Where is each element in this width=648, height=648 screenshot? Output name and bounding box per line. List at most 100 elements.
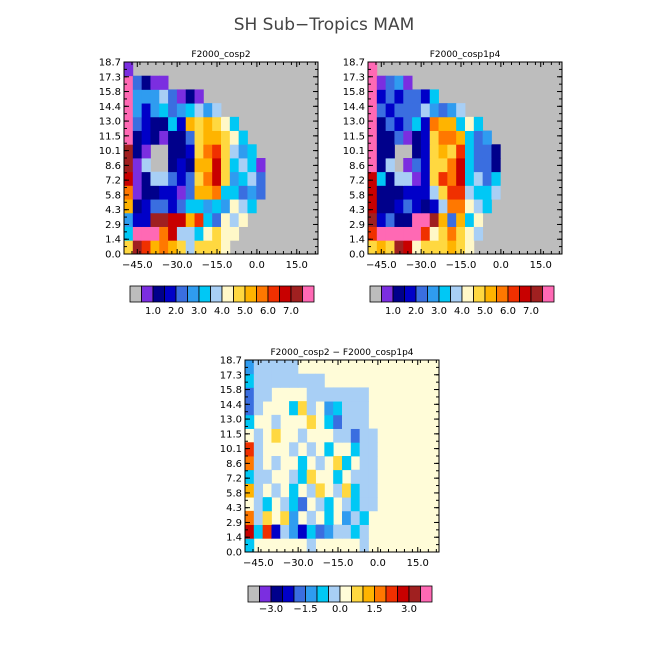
heatmap-cell [447, 199, 457, 214]
heatmap-cell [306, 510, 316, 525]
heatmap-cell [447, 130, 457, 145]
heatmap-cell [262, 497, 272, 512]
y-tick-label: 1.4 [105, 235, 121, 246]
heatmap-cell [473, 171, 484, 186]
colorbar-2 [369, 285, 555, 303]
heatmap-cell [306, 387, 316, 402]
heatmap-cell [456, 158, 466, 173]
colorbar-label: 3.0 [191, 306, 207, 317]
heatmap-cell [159, 130, 169, 145]
y-tick-label: 15.8 [343, 87, 365, 98]
heatmap-cell [221, 240, 231, 255]
heatmap-cell [465, 116, 475, 131]
y-tick-label: 5.8 [226, 488, 242, 499]
heatmap-cell [412, 212, 422, 227]
heatmap-cell [280, 497, 290, 512]
heatmap-cell [412, 144, 422, 159]
heatmap-cell [176, 171, 187, 186]
y-tick-label: 13.0 [99, 117, 121, 128]
heatmap-cell [289, 497, 299, 512]
heatmap-cell [465, 144, 475, 159]
heatmap-cell [359, 456, 369, 471]
heatmap-cell [203, 212, 213, 227]
heatmap-cell [491, 144, 501, 159]
y-tick-label: 5.8 [105, 190, 121, 201]
heatmap-cell [212, 130, 222, 145]
heatmap-cell [368, 171, 378, 186]
heatmap-cell [368, 144, 378, 159]
heatmap-cell [306, 414, 316, 429]
colorbar-swatch [438, 285, 451, 303]
x-tick-label: −30.0 [406, 260, 437, 271]
heatmap-cell [253, 483, 264, 498]
heatmap-cell [124, 212, 134, 227]
y-tick-label: 7.2 [349, 176, 365, 187]
colorbar-swatch [221, 285, 234, 303]
heatmap-cell [403, 171, 413, 186]
heatmap-cell [253, 373, 264, 388]
heatmap-cell [394, 240, 404, 255]
heatmap-cell [315, 373, 325, 388]
heatmap-cell [194, 130, 204, 145]
heatmap-cell [359, 442, 369, 457]
heatmap-cell [245, 469, 255, 484]
heatmap-cell [359, 428, 369, 443]
heatmap-cell [324, 387, 334, 402]
panel-title: F2000_cosp1p4 [430, 50, 501, 60]
heatmap-cell [368, 62, 378, 77]
heatmap-cell [473, 158, 484, 173]
heatmap-cell [124, 144, 134, 159]
heatmap-cell [159, 171, 169, 186]
heatmap-cell [159, 103, 169, 118]
x-tick-label: −15.0 [323, 558, 354, 569]
heatmap-cell [473, 199, 484, 214]
colorbar-swatch [259, 585, 272, 603]
heatmap-cell [203, 185, 213, 200]
heatmap-cell [185, 240, 195, 255]
heatmap-cell [150, 199, 160, 214]
y-tick-label: 4.3 [105, 205, 121, 216]
heatmap-cell [212, 171, 222, 186]
heatmap-cell [420, 212, 431, 227]
colorbar-swatch [420, 585, 433, 603]
heatmap-cell [194, 89, 204, 104]
heatmap-cell [403, 185, 413, 200]
colorbar-swatch [369, 285, 382, 303]
colorbar-label: 5.0 [237, 306, 253, 317]
colorbar-label: 4.0 [454, 306, 470, 317]
heatmap-cell [256, 185, 266, 200]
y-tick-label: 8.6 [105, 161, 121, 172]
heatmap-cell [238, 130, 248, 145]
heatmap-cell [176, 158, 187, 173]
heatmap-cell [368, 130, 378, 145]
heatmap-cell [124, 199, 134, 214]
colorbar-label: 6.0 [500, 306, 516, 317]
heatmap-cell [168, 199, 178, 214]
colorbar-label: 3.0 [431, 306, 447, 317]
y-tick-label: 10.1 [343, 146, 365, 157]
panel-3 [244, 359, 440, 603]
heatmap-cell [420, 240, 431, 255]
heatmap-cell [403, 199, 413, 214]
heatmap-cell [245, 483, 255, 498]
heatmap-cell [342, 414, 352, 429]
y-tick-label: 7.2 [105, 176, 121, 187]
y-tick-label: 10.1 [220, 444, 242, 455]
heatmap-cell [168, 158, 178, 173]
heatmap-cell [368, 199, 378, 214]
heatmap-cell [124, 62, 134, 77]
heatmap-cell [403, 89, 413, 104]
y-tick-label: 0.0 [349, 250, 365, 261]
colorbar-swatch [427, 285, 440, 303]
heatmap-cell [376, 199, 387, 214]
heatmap-cell [271, 456, 281, 471]
x-tick-label: 0.0 [493, 260, 509, 271]
heatmap-cell [438, 116, 448, 131]
heatmap-cell [194, 171, 204, 186]
heatmap-cell [238, 144, 248, 159]
heatmap-cell [333, 414, 343, 429]
heatmap-cell [491, 185, 501, 200]
heatmap-cell [473, 130, 484, 145]
heatmap-cell [289, 510, 299, 525]
heatmap-cell [465, 158, 475, 173]
